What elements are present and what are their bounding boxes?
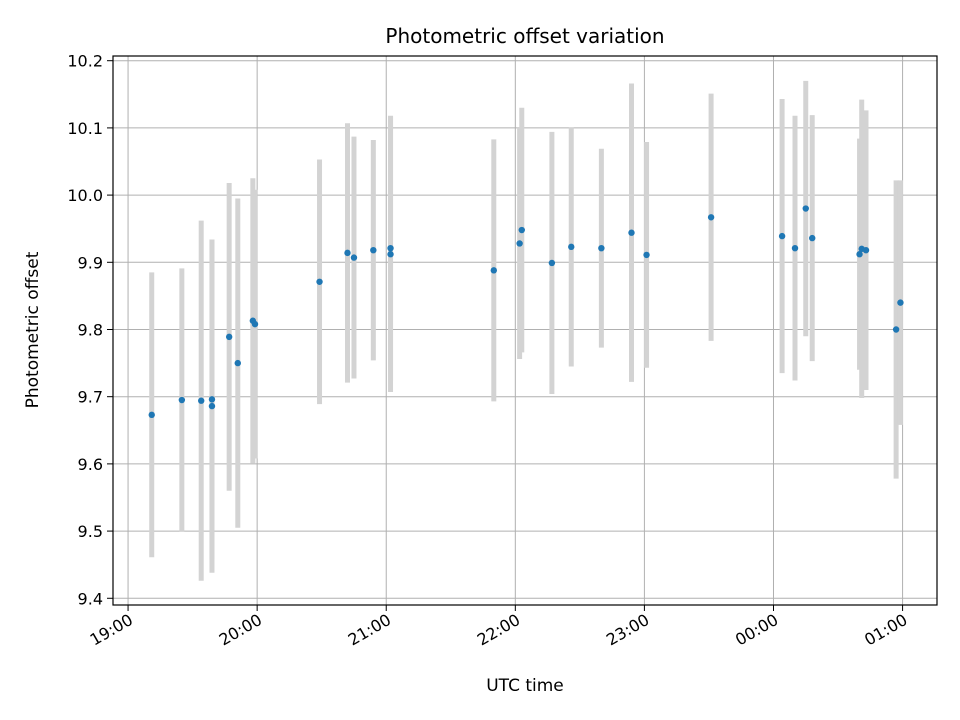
data-point xyxy=(516,240,523,247)
y-tick-label: 9.4 xyxy=(78,589,103,608)
data-point xyxy=(598,244,605,252)
data-point xyxy=(862,246,870,254)
data-point xyxy=(198,397,205,404)
data-point xyxy=(568,243,575,251)
x-tick-label: 00:00 xyxy=(732,610,781,650)
data-points xyxy=(148,205,904,419)
data-point xyxy=(225,333,233,341)
data-point xyxy=(892,326,900,333)
data-point xyxy=(208,396,216,403)
data-point xyxy=(178,396,186,404)
y-axis: 9.4 9.5 9.6 9.7 9.8 9.9 10.0 10.1 10.2 xyxy=(67,52,113,608)
x-tick-label: 23:00 xyxy=(603,610,652,650)
data-point xyxy=(628,229,635,236)
data-point xyxy=(251,320,259,328)
data-point xyxy=(370,246,377,254)
x-axis-title: UTC time xyxy=(486,676,564,696)
plot-frame xyxy=(112,55,938,606)
x-axis: 19:00 20:00 21:00 22:00 23:00 00:00 01:00 xyxy=(87,605,911,650)
data-point xyxy=(809,234,816,242)
data-point xyxy=(344,249,351,257)
x-tick-label: 20:00 xyxy=(216,610,265,650)
x-tick-label: 21:00 xyxy=(345,610,394,650)
data-point xyxy=(897,299,904,306)
chart-title: Photometric offset variation xyxy=(385,24,664,48)
y-tick-label: 9.7 xyxy=(78,388,103,407)
x-tick-label: 19:00 xyxy=(87,610,136,650)
data-point xyxy=(548,259,556,267)
y-tick-label: 10.0 xyxy=(67,186,103,205)
y-tick-label: 9.5 xyxy=(78,522,103,541)
data-point xyxy=(148,411,155,419)
data-point xyxy=(350,254,358,261)
data-point xyxy=(643,251,650,259)
y-tick-label: 9.8 xyxy=(78,320,103,339)
data-point xyxy=(234,359,241,367)
data-point xyxy=(707,214,715,221)
error-bars xyxy=(149,80,903,581)
data-point xyxy=(490,267,498,274)
data-point xyxy=(778,232,786,240)
y-tick-label: 9.6 xyxy=(78,455,103,474)
y-axis-title: Photometric offset xyxy=(23,251,43,408)
data-point xyxy=(802,205,809,212)
y-tick-label: 10.2 xyxy=(67,52,103,71)
y-tick-label: 9.9 xyxy=(78,253,103,272)
data-point xyxy=(387,244,394,252)
data-point xyxy=(208,402,216,410)
data-point xyxy=(316,278,323,285)
data-point xyxy=(791,244,799,252)
x-tick-label: 22:00 xyxy=(474,610,523,650)
data-point xyxy=(387,251,394,258)
data-point xyxy=(518,226,525,234)
y-tick-label: 10.1 xyxy=(67,119,103,138)
x-tick-label: 01:00 xyxy=(861,610,910,650)
data-point xyxy=(856,251,863,258)
